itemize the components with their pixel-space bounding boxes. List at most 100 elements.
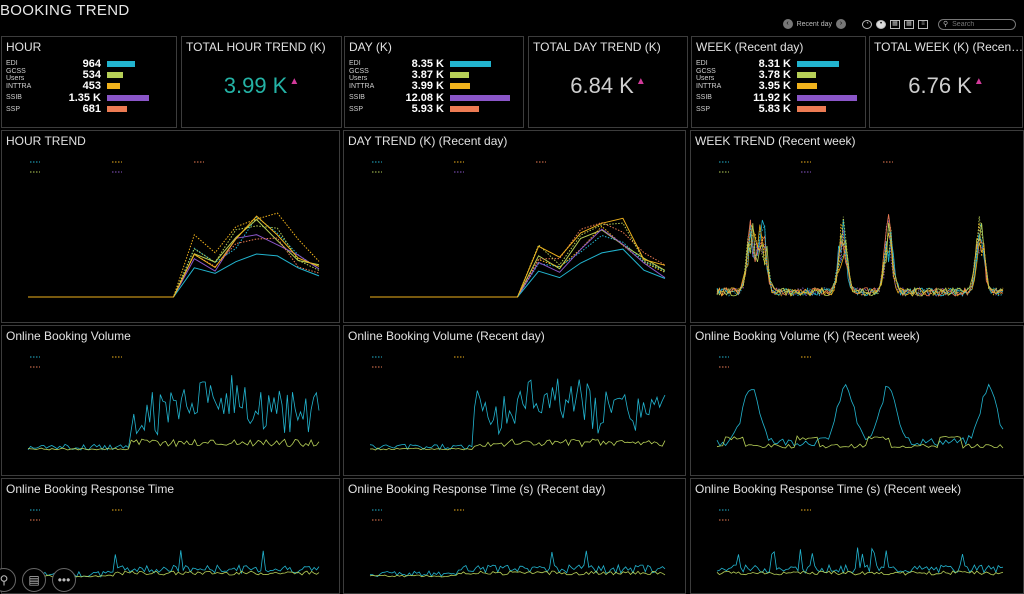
total-week-value: 6.76 K ▲ xyxy=(908,73,984,98)
kpi-bar xyxy=(107,94,149,101)
kpi-value: 12.08 K xyxy=(405,91,444,104)
series-line xyxy=(370,229,666,298)
panel-title: DAY TREND (K) (Recent day) xyxy=(348,134,508,148)
hour-panel: HOUR EDI 964 GCSS Users 534 INTTRA 453 SSIB 1.3… xyxy=(1,36,177,128)
panel-title: Online Booking Response Time (s) (Recent… xyxy=(695,482,962,496)
period-label: Recent day xyxy=(796,20,832,28)
kpi-row: EDI 8.31 K xyxy=(696,57,857,70)
kpi-label: EDI xyxy=(6,60,18,68)
kpi-label: GCSS Users xyxy=(349,68,369,83)
kpi-value: 1.35 K xyxy=(68,91,101,104)
response-hour-chart xyxy=(27,509,320,578)
series-line xyxy=(28,216,320,298)
kpi-bar xyxy=(797,72,817,79)
kpi-row: GCSS Users 3.87 K xyxy=(349,68,510,83)
panel-title: HOUR xyxy=(6,40,42,54)
kpi-row: SSIB 1.35 K xyxy=(6,91,149,104)
kpi-value: 534 xyxy=(82,69,101,82)
kpi-bar xyxy=(450,106,480,113)
kpi-value: 11.92 K xyxy=(753,91,791,104)
week-trend-panel: WEEK TREND (Recent week) xyxy=(690,130,1024,323)
kpi-value: 3.95 K xyxy=(758,80,791,93)
kpi-label: INTTRA xyxy=(349,82,375,90)
hour-trend-panel: HOUR TREND xyxy=(1,130,340,323)
kpi-label: INTTRA xyxy=(6,82,32,90)
kpi-label: EDI xyxy=(349,60,361,68)
response-week-chart xyxy=(716,509,1004,576)
kpi-value: 3.99 K xyxy=(411,80,444,93)
kpi-value: 5.93 K xyxy=(411,103,444,116)
kpi-label: SSIB xyxy=(349,94,365,102)
series-line xyxy=(716,214,1004,297)
kpi-value: 964 xyxy=(82,57,101,70)
series-line xyxy=(28,237,320,298)
kpi-value: 5.83 K xyxy=(758,103,791,116)
kpi-row: SSP 681 xyxy=(6,103,149,115)
series-line xyxy=(27,375,320,451)
week-panel: WEEK (Recent day) EDI 8.31 K GCSS Users 3.7… xyxy=(691,36,866,128)
panel-title: Online Booking Response Time xyxy=(6,482,175,496)
volume-hour-chart xyxy=(27,356,320,451)
panel-title: Online Booking Volume (Recent day) xyxy=(348,329,545,343)
list-view-icon[interactable]: ≡ xyxy=(918,19,928,29)
day-trend-chart xyxy=(370,161,666,298)
toolbar: ‹ Recent day › ◔ • ▦ ▦ ≡ ⚲ xyxy=(782,17,1016,31)
panel-title: TOTAL DAY TREND (K) xyxy=(533,40,661,54)
search-input[interactable] xyxy=(948,20,1013,28)
series-line xyxy=(369,550,666,578)
kpi-row: EDI 964 xyxy=(6,57,149,70)
kpi-row: SSP 5.83 K xyxy=(696,103,857,116)
grid-view-icon[interactable]: ▦ xyxy=(904,19,914,29)
kpi-row: INTTRA 3.99 K xyxy=(349,80,510,93)
series-line xyxy=(716,222,1004,297)
volume-day-panel: Online Booking Volume (Recent day) xyxy=(343,325,686,476)
total-hour-panel: TOTAL HOUR TREND (K) 3.99 K ▲ xyxy=(181,36,342,128)
more-icon[interactable]: ••• xyxy=(52,568,76,592)
calendar-icon[interactable]: ▤ xyxy=(22,568,46,592)
panel-title: TOTAL WEEK (K) (Recen… xyxy=(874,40,1023,54)
kpi-bar xyxy=(797,83,817,90)
series-line xyxy=(370,222,666,298)
pie-view-icon[interactable]: ◔ xyxy=(862,19,872,29)
series-line xyxy=(369,378,666,451)
panel-title: HOUR TREND xyxy=(6,134,86,148)
series-line xyxy=(716,435,1004,449)
trend-up-icon: ▲ xyxy=(635,76,646,87)
series-line xyxy=(370,248,666,298)
kpi-bar xyxy=(107,60,136,67)
kpi-bar xyxy=(450,83,470,90)
series-line xyxy=(716,222,1004,298)
series-line xyxy=(370,217,666,298)
kpi-label: GCSS Users xyxy=(6,68,26,83)
kpi-bar xyxy=(450,60,492,67)
day-panel: DAY (K) EDI 8.35 K GCSS Users 3.87 K INTTRA 3… xyxy=(344,36,524,128)
kpi-label: EDI xyxy=(696,60,708,68)
kpi-row: SSP 5.93 K xyxy=(349,103,510,116)
clock-icon[interactable]: • xyxy=(876,19,886,29)
table-view-icon[interactable]: ▦ xyxy=(890,19,900,29)
kpi-label: SSP xyxy=(696,105,711,113)
page-title: BOOKING TREND xyxy=(0,2,130,19)
search-icon[interactable]: ⚲ xyxy=(0,568,16,592)
kpi-row: INTTRA 3.95 K xyxy=(696,80,857,93)
response-week-panel: Online Booking Response Time (s) (Recent… xyxy=(690,478,1024,594)
chevron-left-icon[interactable]: ‹ xyxy=(782,19,793,29)
response-day-panel: Online Booking Response Time (s) (Recent… xyxy=(343,478,686,594)
chevron-right-icon[interactable]: › xyxy=(836,19,846,29)
total-week-panel: TOTAL WEEK (K) (Recen… 6.76 K ▲ xyxy=(869,36,1023,128)
kpi-row: GCSS Users 3.78 K xyxy=(696,68,857,82)
series-line xyxy=(716,218,1004,297)
kpi-row: GCSS Users 534 xyxy=(6,68,149,83)
kpi-value: 8.35 K xyxy=(411,57,444,70)
kpi-bar xyxy=(797,106,827,113)
series-line xyxy=(370,234,666,298)
day-trend-panel: DAY TREND (K) (Recent day) xyxy=(343,130,686,323)
kpi-label: SSP xyxy=(6,105,21,113)
panel-title: DAY (K) xyxy=(349,40,392,54)
series-line xyxy=(27,438,320,451)
kpi-label: SSIB xyxy=(696,94,712,102)
series-line xyxy=(27,570,320,578)
series-line xyxy=(370,222,666,298)
search-box[interactable]: ⚲ xyxy=(938,18,1016,30)
kpi-value: 8.31 K xyxy=(758,57,791,70)
